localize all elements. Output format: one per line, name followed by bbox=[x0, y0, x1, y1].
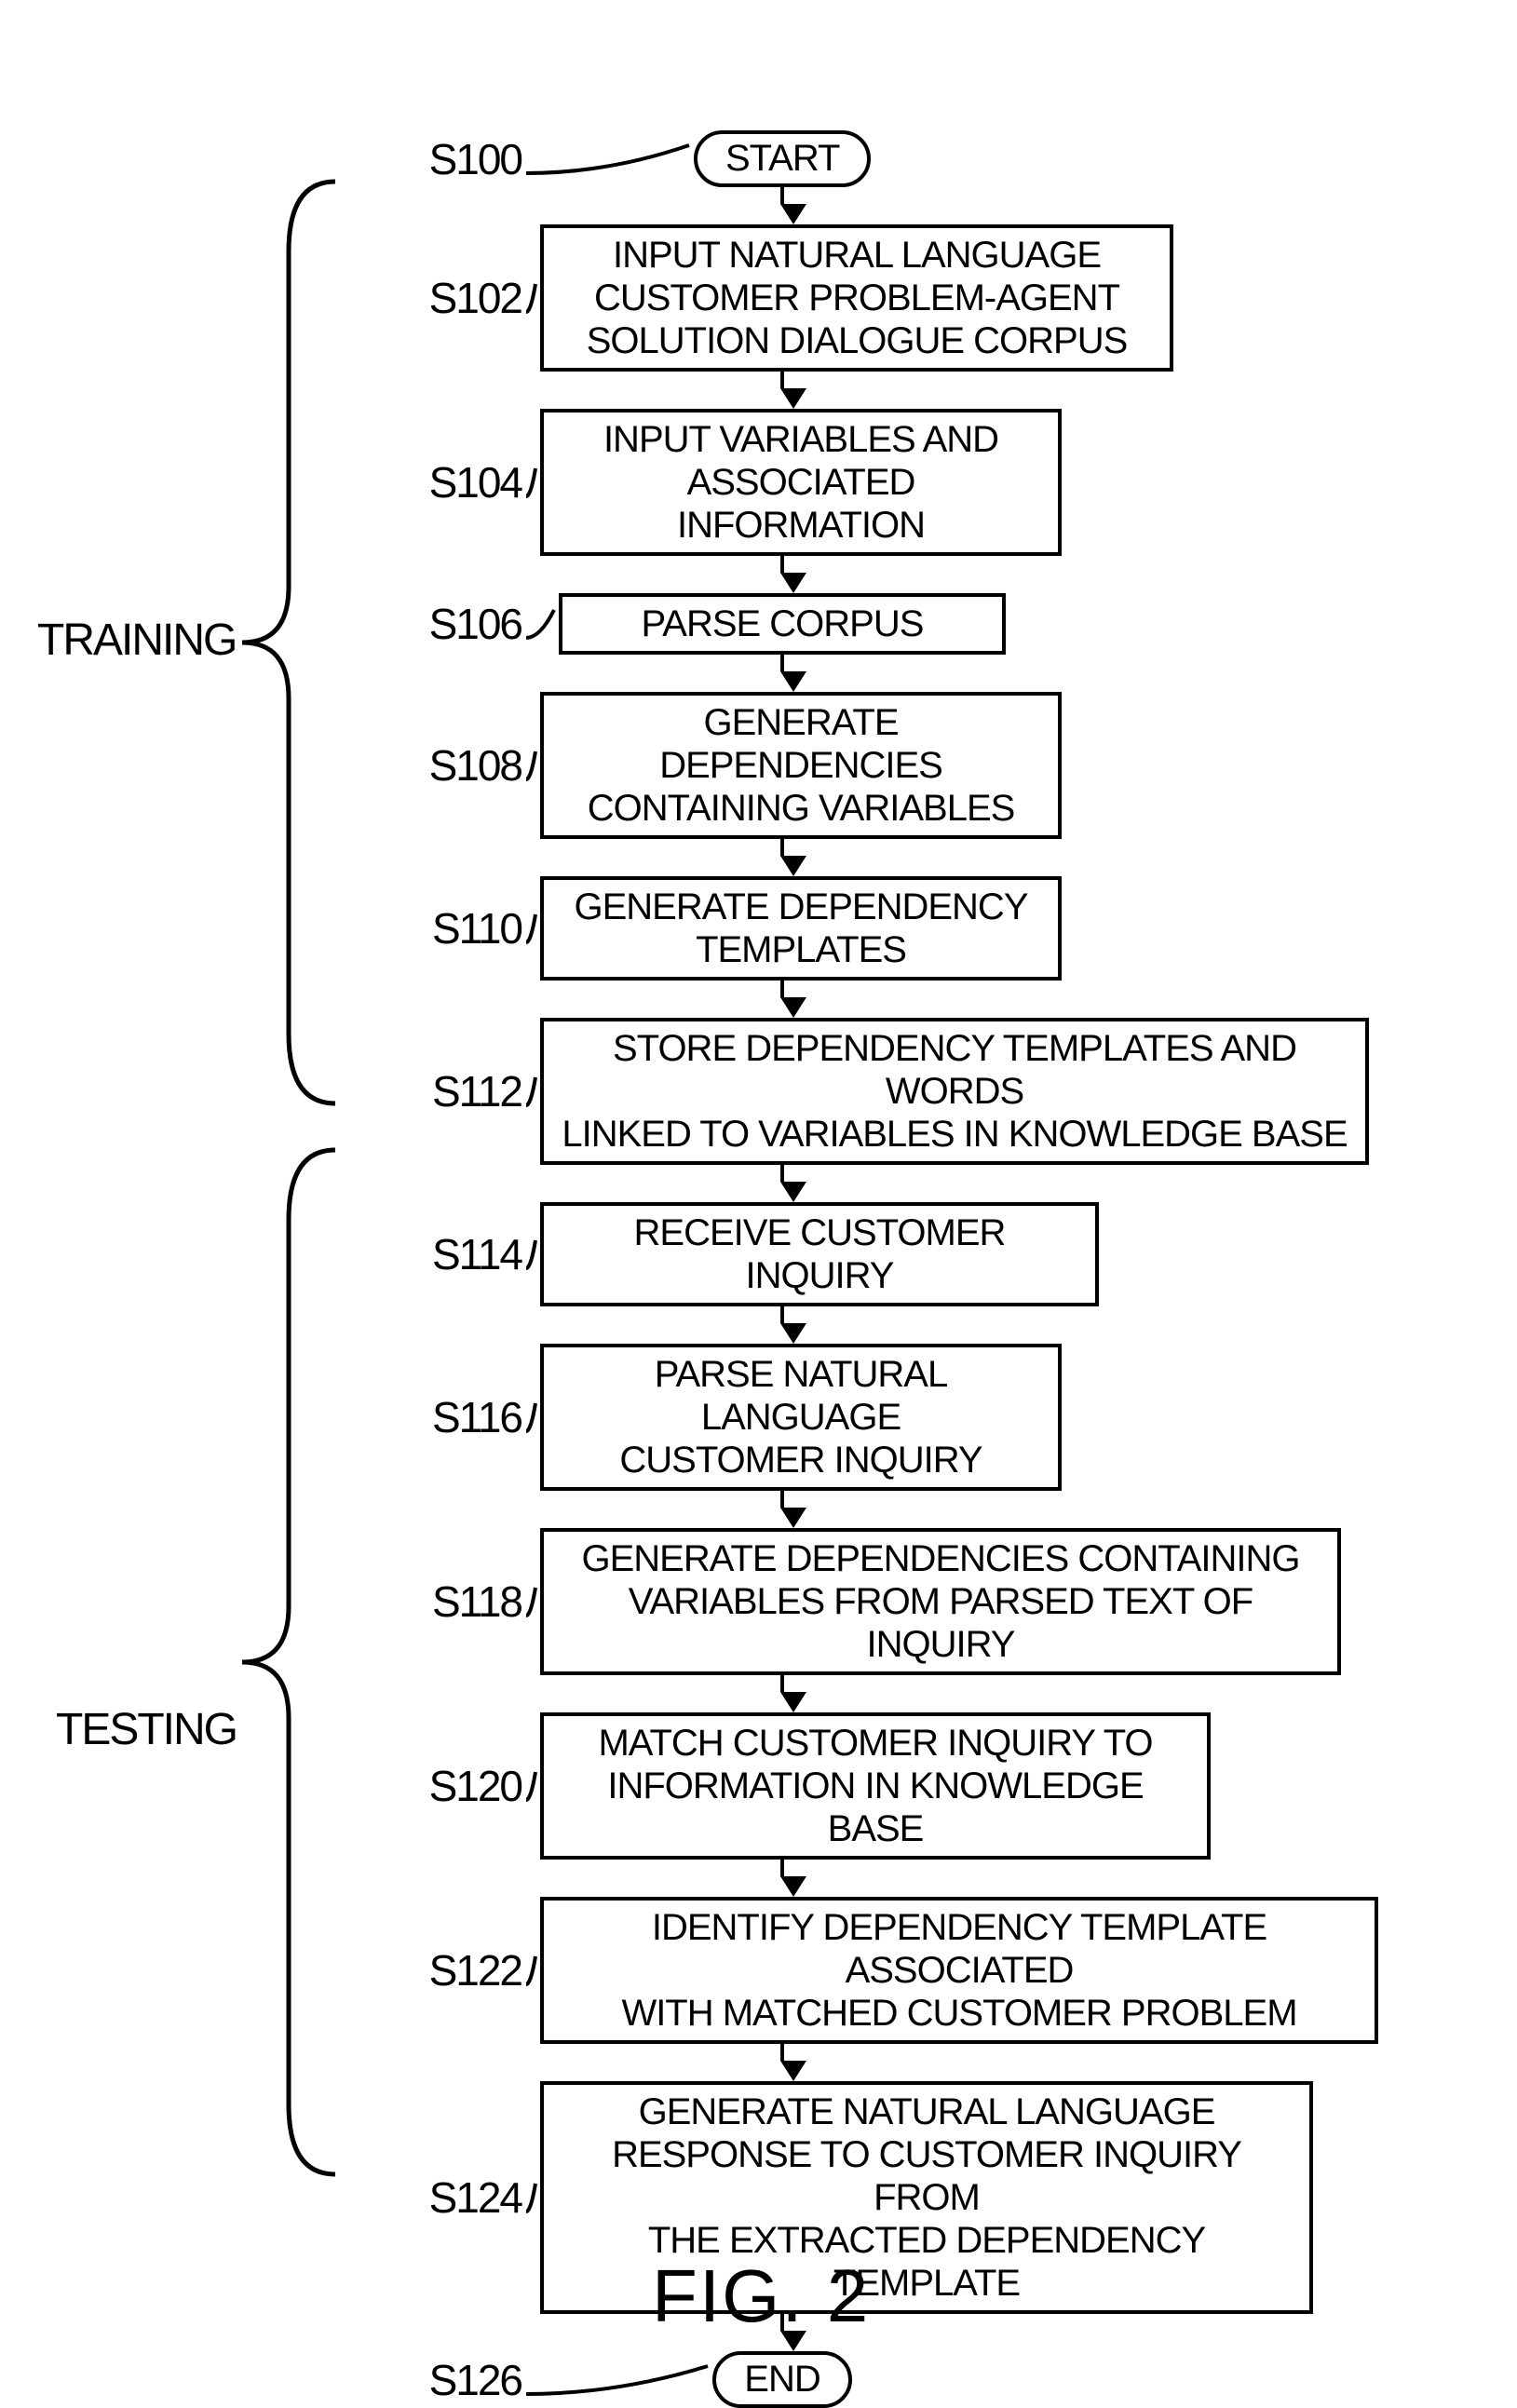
arrow-down bbox=[780, 981, 784, 1018]
brace-testing bbox=[233, 1145, 345, 2179]
step-row-S108: S108 GENERATE DEPENDENCIESCONTAINING VAR… bbox=[391, 692, 1415, 839]
arrow-down bbox=[780, 556, 784, 593]
label-connector bbox=[521, 270, 540, 326]
step-row-S110: S110 GENERATE DEPENDENCYTEMPLATES bbox=[391, 876, 1415, 981]
arrow-down bbox=[780, 839, 784, 876]
step-id-end: S126 bbox=[391, 2355, 521, 2405]
start-terminal: START bbox=[694, 130, 871, 187]
step-box-S108: GENERATE DEPENDENCIESCONTAINING VARIABLE… bbox=[540, 692, 1062, 839]
step-box-S122: IDENTIFY DEPENDENCY TEMPLATE ASSOCIATEDW… bbox=[540, 1897, 1378, 2044]
step-id-S122: S122 bbox=[391, 1945, 521, 1995]
label-connector bbox=[521, 1063, 540, 1119]
step-id-S106: S106 bbox=[391, 599, 521, 649]
arrow-down bbox=[780, 1491, 784, 1528]
section-label-testing: TESTING bbox=[56, 1704, 237, 1755]
step-box-S112: STORE DEPENDENCY TEMPLATES AND WORDSLINK… bbox=[540, 1018, 1369, 1165]
label-connector bbox=[521, 131, 694, 187]
section-label-training: TRAINING bbox=[37, 615, 236, 666]
step-box-S104: INPUT VARIABLES ANDASSOCIATED INFORMATIO… bbox=[540, 409, 1062, 556]
step-id-S114: S114 bbox=[391, 1229, 521, 1279]
step-id-S112: S112 bbox=[391, 1066, 521, 1116]
brace-training bbox=[233, 177, 345, 1108]
step-box-S106: PARSE CORPUS bbox=[559, 593, 1006, 655]
flowchart-container: S100 START S102 INPUT NATURAL LANGUAGECU… bbox=[391, 130, 1415, 2408]
step-box-S118: GENERATE DEPENDENCIES CONTAININGVARIABLE… bbox=[540, 1528, 1341, 1675]
label-connector bbox=[521, 596, 559, 652]
step-id-S116: S116 bbox=[391, 1392, 521, 1442]
arrow-down bbox=[780, 1860, 784, 1897]
step-box-S120: MATCH CUSTOMER INQUIRY TOINFORMATION IN … bbox=[540, 1712, 1211, 1860]
arrow-down bbox=[780, 372, 784, 409]
step-row-S112: S112 STORE DEPENDENCY TEMPLATES AND WORD… bbox=[391, 1018, 1415, 1165]
arrow-down bbox=[780, 1675, 784, 1712]
step-id-S104: S104 bbox=[391, 457, 521, 507]
step-box-S110: GENERATE DEPENDENCYTEMPLATES bbox=[540, 876, 1062, 981]
step-row-S104: S104 INPUT VARIABLES ANDASSOCIATED INFOR… bbox=[391, 409, 1415, 556]
step-row-S106: S106 PARSE CORPUS bbox=[391, 593, 1415, 655]
step-row-S102: S102 INPUT NATURAL LANGUAGECUSTOMER PROB… bbox=[391, 224, 1415, 372]
step-row-S122: S122 IDENTIFY DEPENDENCY TEMPLATE ASSOCI… bbox=[391, 1897, 1415, 2044]
arrow-down bbox=[780, 655, 784, 692]
step-row-S116: S116 PARSE NATURAL LANGUAGECUSTOMER INQU… bbox=[391, 1344, 1415, 1491]
label-connector bbox=[521, 900, 540, 956]
step-id-S108: S108 bbox=[391, 740, 521, 791]
arrow-down bbox=[780, 1165, 784, 1202]
label-connector bbox=[521, 1758, 540, 1814]
label-connector bbox=[521, 737, 540, 793]
step-id-S110: S110 bbox=[391, 903, 521, 954]
label-connector bbox=[521, 454, 540, 510]
end-terminal: END bbox=[712, 2351, 852, 2408]
step-row-S114: S114 RECEIVE CUSTOMER INQUIRY bbox=[391, 1202, 1415, 1306]
figure-label: FIG. 2 bbox=[652, 2253, 870, 2339]
step-row-S118: S118 GENERATE DEPENDENCIES CONTAININGVAR… bbox=[391, 1528, 1415, 1675]
step-row-S120: S120 MATCH CUSTOMER INQUIRY TOINFORMATIO… bbox=[391, 1712, 1415, 1860]
step-row-S124: S124 GENERATE NATURAL LANGUAGERESPONSE T… bbox=[391, 2081, 1415, 2314]
label-connector bbox=[521, 1942, 540, 1998]
label-connector bbox=[521, 1389, 540, 1445]
arrow-down bbox=[780, 187, 784, 224]
step-box-S116: PARSE NATURAL LANGUAGECUSTOMER INQUIRY bbox=[540, 1344, 1062, 1491]
end-row: S126 END bbox=[391, 2351, 1415, 2408]
label-connector bbox=[521, 1574, 540, 1630]
step-box-S102: INPUT NATURAL LANGUAGECUSTOMER PROBLEM-A… bbox=[540, 224, 1173, 372]
step-id-S120: S120 bbox=[391, 1761, 521, 1811]
step-id-S102: S102 bbox=[391, 273, 521, 323]
label-connector bbox=[521, 2170, 540, 2225]
step-box-S114: RECEIVE CUSTOMER INQUIRY bbox=[540, 1202, 1099, 1306]
arrow-down bbox=[780, 1306, 784, 1344]
arrow-down bbox=[780, 2044, 784, 2081]
label-connector bbox=[521, 2352, 712, 2408]
step-id-S118: S118 bbox=[391, 1576, 521, 1627]
start-row: S100 START bbox=[391, 130, 1415, 187]
step-id-S124: S124 bbox=[391, 2172, 521, 2223]
step-id-start: S100 bbox=[391, 134, 521, 184]
label-connector bbox=[521, 1226, 540, 1282]
